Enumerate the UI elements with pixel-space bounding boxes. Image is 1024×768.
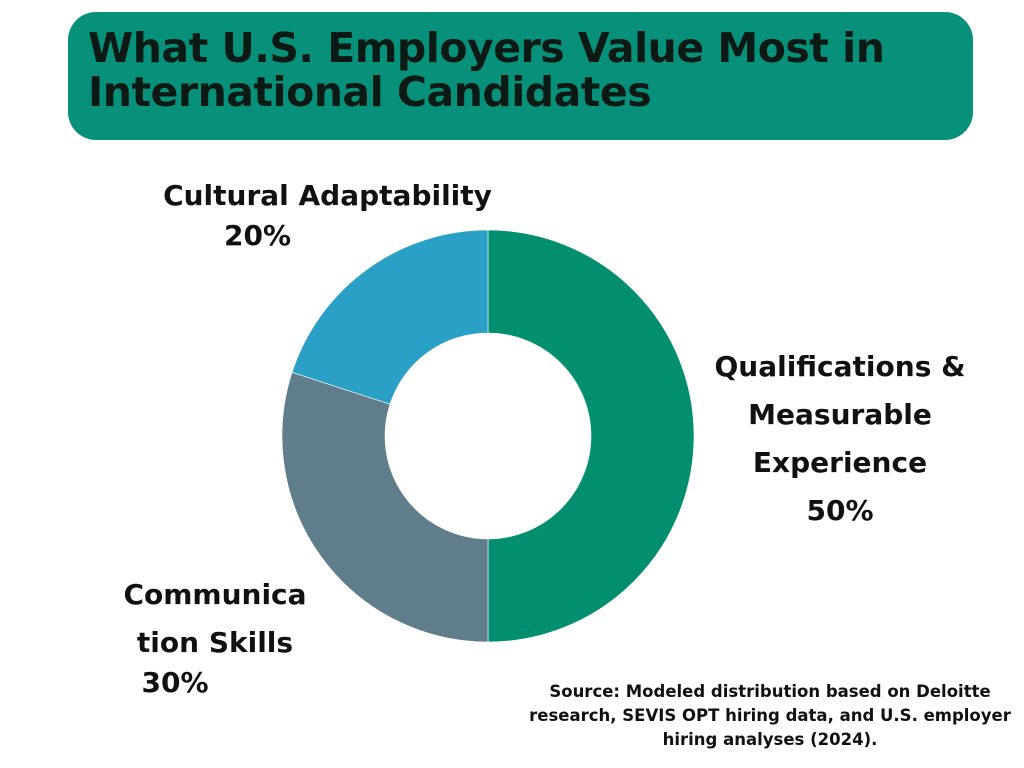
chart-title: What U.S. Employers Value Most in Intern… bbox=[88, 24, 885, 116]
label-communication: Communica tion Skills 30% bbox=[90, 571, 340, 707]
label-qualifications-line1: Qualifications & bbox=[714, 350, 966, 383]
label-communication-line1: Communica bbox=[123, 578, 307, 611]
donut-slice-communication-skills bbox=[281, 371, 489, 643]
label-cultural-value: 20% bbox=[223, 219, 292, 252]
source-note: Source: Modeled distribution based on De… bbox=[529, 682, 1011, 749]
label-qualifications-value: 50% bbox=[806, 494, 874, 527]
label-qualifications: Qualifications & Measurable Experience 5… bbox=[690, 343, 990, 535]
label-communication-line2: tion Skills bbox=[136, 626, 294, 659]
label-cultural-name: Cultural Adaptability bbox=[163, 179, 492, 212]
label-qualifications-line3: Experience bbox=[752, 446, 928, 479]
donut-slice-qualifications-measurable-experience bbox=[487, 229, 695, 643]
label-communication-value: 30% bbox=[141, 666, 209, 699]
label-cultural: Cultural Adaptability 20% bbox=[130, 172, 525, 260]
label-qualifications-line2: Measurable bbox=[748, 398, 932, 431]
title-banner bbox=[68, 12, 973, 140]
donut-slice-cultural-adaptability bbox=[291, 229, 489, 405]
